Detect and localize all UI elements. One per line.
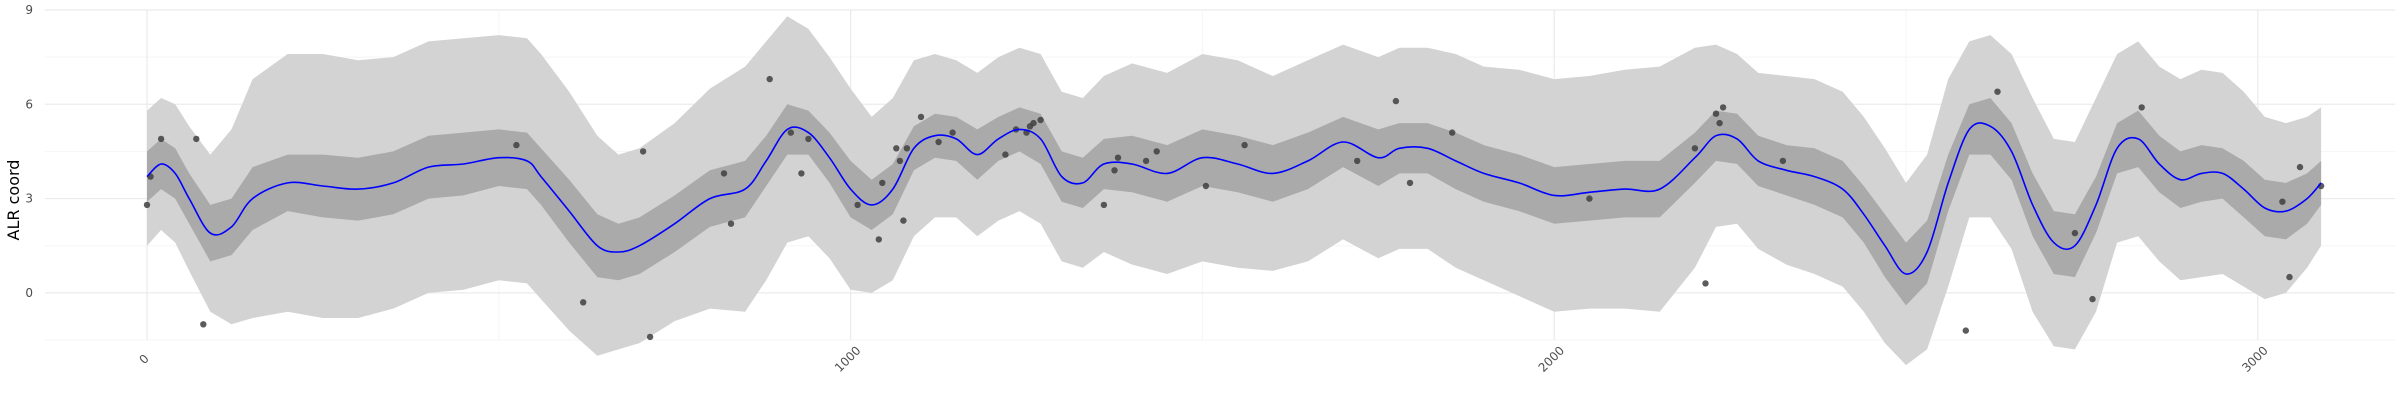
data-point bbox=[639, 148, 647, 155]
scatter-points bbox=[143, 75, 2325, 341]
data-point bbox=[1030, 119, 1037, 127]
data-point bbox=[805, 135, 812, 143]
data-point bbox=[1153, 148, 1160, 155]
data-point bbox=[1002, 151, 1009, 158]
data-point bbox=[1392, 97, 1400, 105]
data-point bbox=[1994, 88, 2001, 95]
data-point bbox=[879, 179, 886, 187]
data-point bbox=[1037, 116, 1044, 124]
data-point bbox=[1100, 201, 1108, 209]
y-tick-label: 9 bbox=[25, 3, 33, 17]
data-point bbox=[720, 170, 728, 177]
data-point bbox=[193, 135, 200, 143]
y-axis-ticks: 0 3 6 9 bbox=[25, 3, 33, 300]
data-point bbox=[1449, 129, 1456, 136]
data-point bbox=[580, 299, 587, 306]
data-point bbox=[2071, 229, 2079, 237]
data-point bbox=[513, 141, 520, 149]
data-point bbox=[1142, 157, 1150, 165]
data-point bbox=[2089, 295, 2096, 303]
y-axis-title: ALR coord bbox=[4, 160, 23, 241]
y-tick-label: 0 bbox=[25, 286, 33, 300]
data-point bbox=[798, 170, 805, 177]
data-point bbox=[646, 333, 654, 341]
data-point bbox=[1354, 157, 1361, 165]
data-point bbox=[1962, 327, 1970, 334]
y-tick-label: 6 bbox=[25, 97, 33, 111]
data-point bbox=[157, 135, 165, 143]
data-point bbox=[727, 220, 735, 227]
data-point bbox=[893, 145, 900, 152]
data-point bbox=[875, 236, 882, 243]
data-point bbox=[903, 145, 911, 152]
data-point bbox=[2138, 104, 2145, 111]
data-point bbox=[917, 113, 925, 121]
data-point bbox=[896, 157, 904, 165]
data-point bbox=[787, 129, 794, 136]
data-point bbox=[1114, 154, 1122, 161]
data-point bbox=[900, 217, 907, 224]
data-point bbox=[1712, 110, 1720, 117]
data-point bbox=[1779, 157, 1787, 165]
mean-line bbox=[146, 122, 2322, 275]
data-point bbox=[2279, 198, 2286, 205]
inner-confidence-band bbox=[147, 98, 2322, 306]
data-point bbox=[935, 138, 942, 146]
data-point bbox=[2296, 163, 2304, 171]
data-point bbox=[766, 75, 773, 83]
data-point bbox=[1111, 167, 1118, 174]
data-point bbox=[854, 201, 861, 209]
data-point bbox=[1406, 179, 1414, 187]
data-point bbox=[1691, 145, 1699, 152]
y-tick-label: 3 bbox=[25, 192, 33, 206]
data-point bbox=[1202, 182, 1210, 190]
data-point bbox=[949, 129, 956, 136]
data-point bbox=[1241, 141, 1248, 149]
data-point bbox=[1702, 280, 1709, 287]
data-point bbox=[200, 321, 207, 328]
data-point bbox=[1586, 195, 1593, 202]
data-point bbox=[143, 201, 151, 209]
data-point bbox=[2286, 273, 2293, 281]
data-point bbox=[1716, 119, 1723, 127]
data-point bbox=[1719, 104, 1727, 111]
